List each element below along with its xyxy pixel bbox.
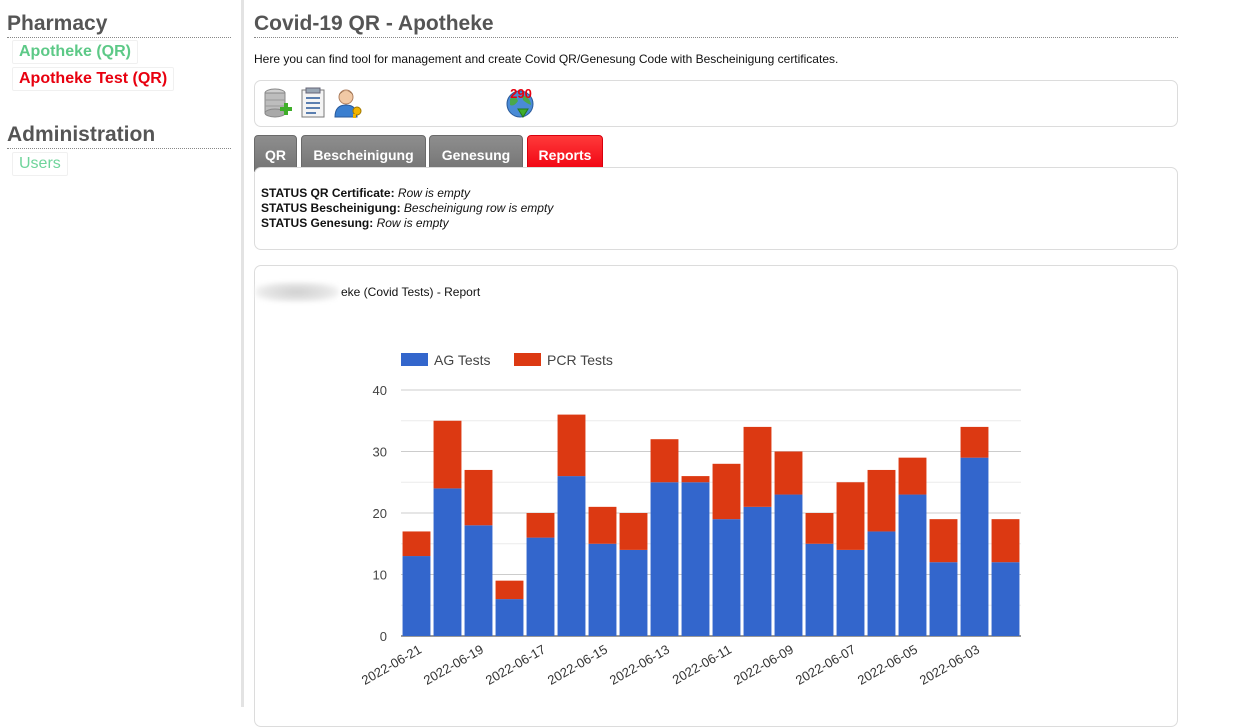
x-tick-label: 2022-06-13 xyxy=(607,642,672,688)
y-tick-label: 20 xyxy=(373,506,387,521)
bar-pcr-tests xyxy=(619,513,648,550)
status-label: STATUS QR Certificate: xyxy=(261,186,395,200)
bar-ag-tests xyxy=(526,537,555,636)
status-value: Row is empty xyxy=(397,186,470,200)
toolbar: 290 xyxy=(254,80,1178,127)
x-tick-label: 2022-06-19 xyxy=(421,642,486,688)
bar-ag-tests xyxy=(898,494,927,636)
legend-label-pcr-tests: PCR Tests xyxy=(547,352,613,368)
bar-pcr-tests xyxy=(650,439,679,483)
y-tick-label: 0 xyxy=(380,629,387,644)
bar-ag-tests xyxy=(991,562,1020,636)
bar-ag-tests xyxy=(619,549,648,636)
tab-qr[interactable]: QR xyxy=(254,135,297,172)
bar-ag-tests xyxy=(805,543,834,636)
status-label: STATUS Bescheinigung: xyxy=(261,201,401,215)
bar-pcr-tests xyxy=(681,476,710,483)
page-title: Covid-19 QR - Apotheke xyxy=(254,11,1178,38)
nav-item-apotheke-qr[interactable]: Apotheke (QR) xyxy=(12,40,138,64)
bar-pcr-tests xyxy=(495,580,524,600)
y-tick-label: 30 xyxy=(373,445,387,460)
x-tick-label: 2022-06-09 xyxy=(731,642,796,688)
download-count-badge: 290 xyxy=(510,87,532,101)
sidebar-divider xyxy=(241,0,244,707)
bar-ag-tests xyxy=(774,494,803,636)
nav-item-apotheke-test-qr[interactable]: Apotheke Test (QR) xyxy=(12,67,175,91)
page-description: Here you can find tool for management an… xyxy=(254,52,839,66)
report-title: eke (Covid Tests) - Report xyxy=(341,285,481,299)
bar-ag-tests xyxy=(681,482,710,636)
tab-bescheinigung[interactable]: Bescheinigung xyxy=(301,135,426,172)
bar-pcr-tests xyxy=(712,463,741,520)
bar-ag-tests xyxy=(836,549,865,636)
legend-label-ag-tests: AG Tests xyxy=(434,352,491,368)
database-add-icon[interactable] xyxy=(263,87,293,119)
bar-pcr-tests xyxy=(526,513,555,538)
bar-ag-tests xyxy=(557,476,586,636)
bar-ag-tests xyxy=(929,562,958,636)
bar-pcr-tests xyxy=(743,426,772,507)
bar-pcr-tests xyxy=(402,531,431,557)
bar-ag-tests xyxy=(433,488,462,636)
bar-ag-tests xyxy=(743,506,772,636)
status-panel: STATUS QR Certificate: Row is empty STAT… xyxy=(254,167,1178,250)
bar-ag-tests xyxy=(495,599,524,636)
bar-ag-tests xyxy=(867,531,896,636)
bar-ag-tests xyxy=(960,457,989,636)
bar-pcr-tests xyxy=(433,420,462,489)
bar-pcr-tests xyxy=(867,469,896,532)
status-qr-certificate: STATUS QR Certificate: Row is empty xyxy=(261,186,470,201)
legend-swatch-pcr-tests xyxy=(514,353,541,366)
y-tick-label: 40 xyxy=(373,383,387,398)
status-genesung: STATUS Genesung: Row is empty xyxy=(261,216,449,231)
x-tick-label: 2022-06-03 xyxy=(917,642,982,688)
bar-pcr-tests xyxy=(991,519,1020,563)
status-label: STATUS Genesung: xyxy=(261,216,374,230)
status-value: Row is empty xyxy=(376,216,449,230)
tab-genesung[interactable]: Genesung xyxy=(429,135,523,172)
bar-pcr-tests xyxy=(557,414,586,477)
stacked-bar-chart: 0102030402022-06-212022-06-192022-06-172… xyxy=(359,352,1021,688)
sidebar: Pharmacy Apotheke (QR) Apotheke Test (QR… xyxy=(0,0,240,707)
bar-ag-tests xyxy=(402,556,431,636)
x-tick-label: 2022-06-07 xyxy=(793,642,858,688)
x-tick-label: 2022-06-15 xyxy=(545,642,610,688)
section-title-pharmacy: Pharmacy xyxy=(7,12,231,38)
bar-pcr-tests xyxy=(588,506,617,544)
y-tick-label: 10 xyxy=(373,568,387,583)
report-panel: eke (Covid Tests) - Report 0 10 20 30 40 2022… xyxy=(254,265,1178,727)
bar-ag-tests xyxy=(464,525,493,636)
nav-item-users[interactable]: Users xyxy=(12,152,68,176)
bar-pcr-tests xyxy=(464,469,493,526)
x-tick-label: 2022-06-05 xyxy=(855,642,920,688)
bar-pcr-tests xyxy=(929,519,958,563)
status-bescheinigung: STATUS Bescheinigung: Bescheinigung row … xyxy=(261,201,553,216)
status-value: Bescheinigung row is empty xyxy=(403,201,554,215)
bar-pcr-tests xyxy=(805,513,834,544)
bar-pcr-tests xyxy=(898,457,927,495)
section-title-administration: Administration xyxy=(7,123,231,149)
bar-pcr-tests xyxy=(836,482,865,550)
bar-ag-tests xyxy=(588,543,617,636)
tab-reports[interactable]: Reports xyxy=(527,135,603,172)
x-tick-label: 2022-06-21 xyxy=(359,642,424,688)
redacted-pharmacy-name xyxy=(255,282,339,302)
legend-swatch-ag-tests xyxy=(401,353,428,366)
x-tick-label: 2022-06-11 xyxy=(670,642,734,688)
user-key-icon[interactable] xyxy=(333,87,363,119)
bar-pcr-tests xyxy=(774,451,803,495)
document-list-icon[interactable] xyxy=(298,87,328,119)
bar-pcr-tests xyxy=(960,426,989,458)
bar-ag-tests xyxy=(712,519,741,636)
globe-download-icon[interactable]: 290 xyxy=(504,87,538,119)
x-tick-label: 2022-06-17 xyxy=(483,642,548,688)
bar-ag-tests xyxy=(650,482,679,636)
